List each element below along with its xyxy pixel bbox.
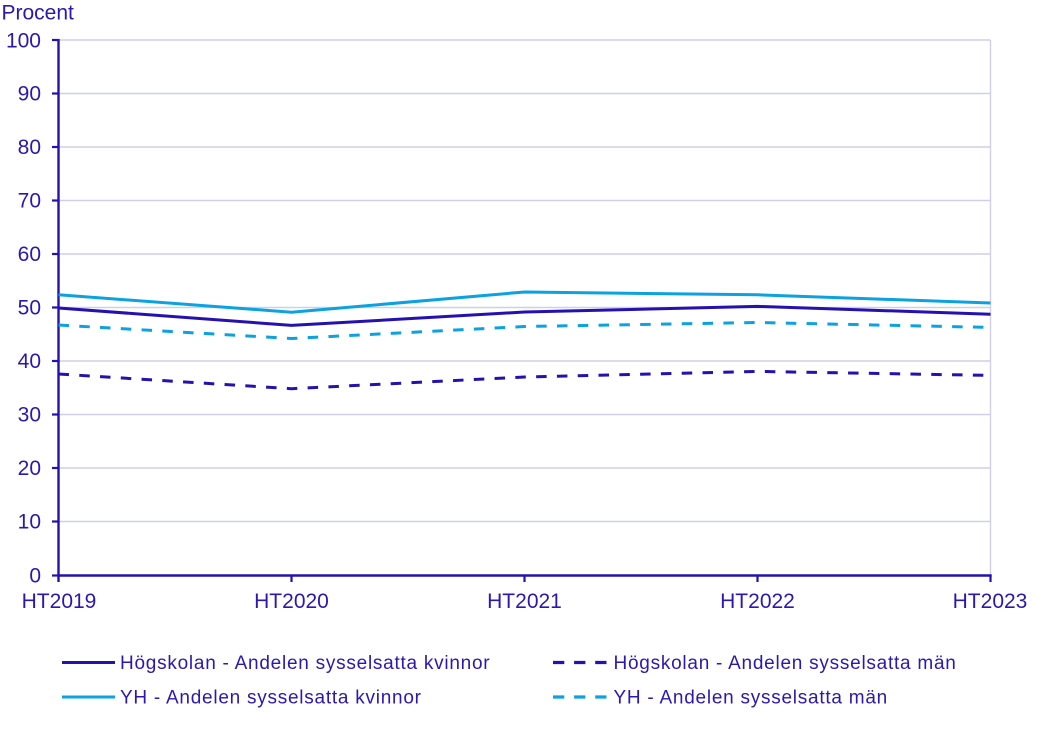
svg-text:YH - Andelen sysselsatta kvinn: YH - Andelen sysselsatta kvinnor: [120, 688, 422, 709]
svg-text:HT2023: HT2023: [953, 590, 1028, 613]
svg-text:Högskolan - Andelen sysselsatt: Högskolan - Andelen sysselsatta kvinnor: [120, 653, 490, 674]
svg-text:HT2021: HT2021: [487, 590, 562, 613]
svg-text:20: 20: [18, 457, 41, 480]
svg-text:Procent: Procent: [2, 2, 75, 25]
svg-text:HT2019: HT2019: [22, 590, 97, 613]
svg-text:30: 30: [18, 404, 41, 427]
svg-text:HT2022: HT2022: [720, 590, 795, 613]
svg-text:60: 60: [18, 243, 41, 266]
svg-text:100: 100: [6, 30, 41, 53]
svg-text:10: 10: [18, 511, 41, 534]
svg-text:90: 90: [18, 83, 41, 106]
svg-text:40: 40: [18, 350, 41, 373]
svg-text:70: 70: [18, 190, 41, 213]
svg-text:YH - Andelen sysselsatta män: YH - Andelen sysselsatta män: [614, 688, 888, 709]
svg-text:Högskolan - Andelen sysselsatt: Högskolan - Andelen sysselsatta män: [614, 653, 957, 674]
svg-text:80: 80: [18, 136, 41, 159]
svg-text:0: 0: [29, 565, 41, 588]
svg-text:HT2020: HT2020: [254, 590, 329, 613]
svg-text:50: 50: [18, 297, 41, 320]
